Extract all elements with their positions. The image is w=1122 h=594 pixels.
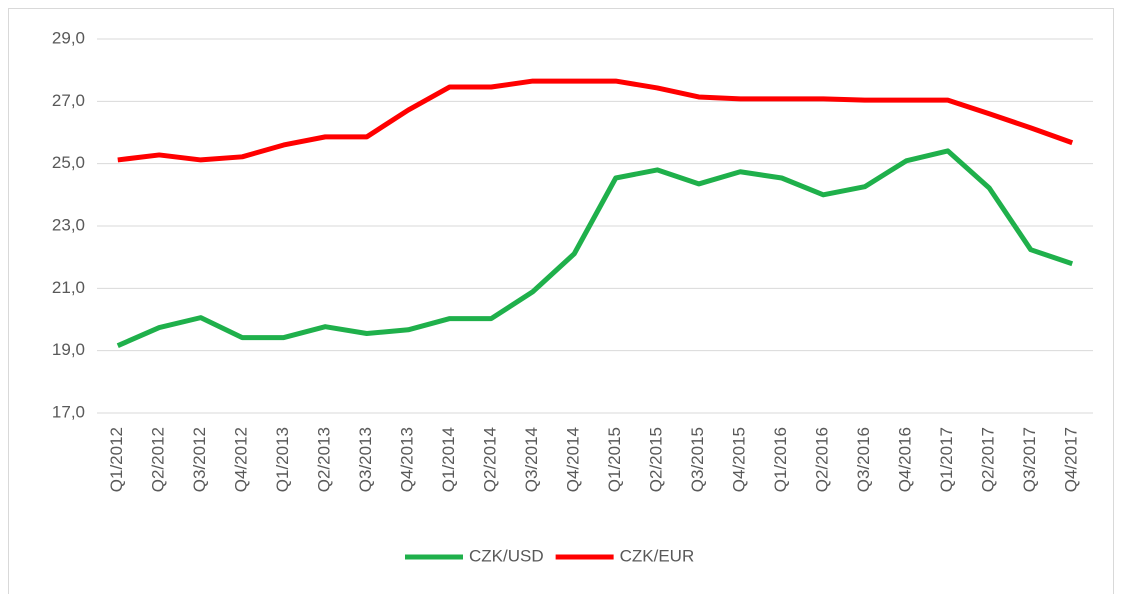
x-tick-label: Q4/2015 [730,427,749,492]
x-tick-label: Q1/2014 [439,427,458,492]
x-tick-label: Q2/2017 [979,427,998,492]
x-tick-label: Q3/2013 [356,427,375,492]
y-tick-label: 21,0 [52,278,85,297]
series-line [117,78,1074,163]
x-tick-label: Q3/2015 [688,427,707,492]
x-tick-label: Q4/2012 [232,427,251,492]
x-tick-label: Q2/2013 [315,427,334,492]
x-tick-label: Q4/2013 [398,427,417,492]
x-tick-label: Q4/2014 [564,427,583,492]
y-tick-label: 27,0 [52,91,85,110]
x-tick-label: Q1/2017 [937,427,956,492]
series-line [116,148,1074,348]
y-tick-label: 25,0 [52,153,85,172]
y-tick-label: 17,0 [52,402,85,421]
x-tick-label: Q2/2014 [481,427,500,492]
y-tick-label: 19,0 [52,340,85,359]
x-tick-label: Q1/2013 [273,427,292,492]
x-tick-label: Q2/2012 [149,427,168,492]
x-tick-label: Q1/2012 [107,427,126,492]
x-tick-label: Q2/2015 [647,427,666,492]
x-tick-label: Q4/2016 [896,427,915,492]
y-tick-label: 29,0 [52,28,85,47]
y-tick-label: 23,0 [52,215,85,234]
chart-border [8,8,1114,594]
x-tick-label: Q1/2016 [771,427,790,492]
x-tick-label: Q3/2012 [190,427,209,492]
x-tick-label: Q3/2014 [522,427,541,492]
x-tick-label: Q3/2017 [1020,427,1039,492]
x-tick-label: Q2/2016 [813,427,832,492]
x-tick-label: Q4/2017 [1062,427,1081,492]
legend-label: CZK/USD [469,546,544,565]
legend-label: CZK/EUR [620,546,695,565]
x-tick-label: Q3/2016 [854,427,873,492]
x-tick-label: Q1/2015 [605,427,624,492]
